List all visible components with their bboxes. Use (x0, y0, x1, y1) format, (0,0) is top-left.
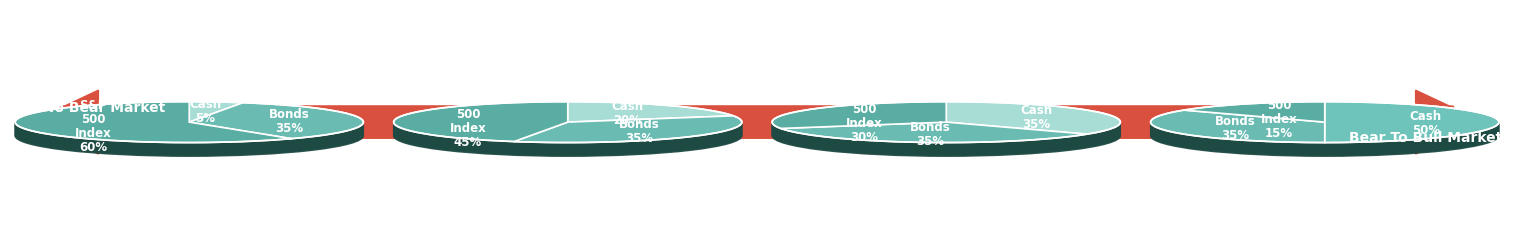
Text: Cash
35%: Cash 35% (1020, 104, 1052, 131)
Ellipse shape (1151, 115, 1499, 155)
Polygon shape (189, 102, 244, 123)
Text: Cash
50%: Cash 50% (1410, 109, 1441, 136)
Ellipse shape (15, 111, 363, 152)
Ellipse shape (1151, 109, 1499, 150)
Ellipse shape (15, 114, 363, 154)
Ellipse shape (772, 114, 1120, 154)
Ellipse shape (1151, 103, 1499, 144)
Ellipse shape (772, 103, 1120, 144)
Text: Bonds
35%: Bonds 35% (268, 107, 309, 134)
Ellipse shape (15, 106, 363, 146)
Ellipse shape (772, 109, 1120, 150)
Ellipse shape (1151, 116, 1499, 157)
Ellipse shape (394, 104, 742, 145)
Ellipse shape (772, 112, 1120, 153)
FancyArrow shape (30, 91, 1453, 154)
Text: S&P
500
Index
15%: S&P 500 Index 15% (1261, 85, 1297, 139)
Polygon shape (1184, 102, 1325, 123)
Text: Bull To Bear Market: Bull To Bear Market (12, 101, 165, 115)
Ellipse shape (15, 112, 363, 153)
Ellipse shape (1151, 110, 1499, 151)
Ellipse shape (394, 109, 742, 150)
FancyArrow shape (61, 91, 1484, 154)
Ellipse shape (394, 110, 742, 151)
Text: Bonds
35%: Bonds 35% (619, 118, 660, 144)
Ellipse shape (15, 107, 363, 148)
Ellipse shape (394, 112, 742, 153)
Ellipse shape (394, 106, 742, 146)
Polygon shape (15, 102, 292, 143)
Ellipse shape (1151, 114, 1499, 154)
Ellipse shape (772, 111, 1120, 152)
Ellipse shape (772, 108, 1120, 149)
Ellipse shape (15, 116, 363, 157)
Ellipse shape (394, 108, 742, 149)
Ellipse shape (394, 115, 742, 155)
Ellipse shape (15, 108, 363, 149)
Ellipse shape (394, 103, 742, 144)
Polygon shape (772, 102, 946, 129)
Ellipse shape (1151, 106, 1499, 146)
Ellipse shape (15, 110, 363, 151)
Ellipse shape (772, 110, 1120, 151)
Polygon shape (946, 102, 1120, 135)
Ellipse shape (772, 116, 1120, 157)
Text: S&P
500
Index
30%: S&P 500 Index 30% (846, 88, 883, 143)
Ellipse shape (772, 104, 1120, 145)
Ellipse shape (1151, 107, 1499, 148)
Ellipse shape (1151, 104, 1499, 145)
Ellipse shape (394, 111, 742, 152)
Ellipse shape (1151, 112, 1499, 153)
Polygon shape (513, 116, 742, 143)
Polygon shape (189, 103, 363, 139)
Text: Bonds
35%: Bonds 35% (910, 121, 951, 148)
Polygon shape (568, 102, 733, 123)
Ellipse shape (1151, 108, 1499, 149)
Ellipse shape (1151, 111, 1499, 152)
Polygon shape (394, 102, 568, 142)
Text: S&P
500
Index
60%: S&P 500 Index 60% (74, 99, 112, 154)
Ellipse shape (394, 114, 742, 154)
Ellipse shape (772, 107, 1120, 148)
Ellipse shape (15, 103, 363, 144)
Polygon shape (781, 123, 1087, 143)
Polygon shape (1325, 102, 1499, 143)
Ellipse shape (15, 109, 363, 150)
Text: Cash
20%: Cash 20% (612, 100, 643, 126)
Ellipse shape (15, 104, 363, 145)
Ellipse shape (15, 115, 363, 155)
Ellipse shape (394, 116, 742, 157)
Text: Bonds
35%: Bonds 35% (1214, 114, 1255, 141)
Polygon shape (1151, 111, 1325, 143)
Text: S&P
500
Index
45%: S&P 500 Index 45% (450, 93, 486, 148)
Text: Cash
5%: Cash 5% (189, 97, 221, 124)
Text: Bear To Bull Market: Bear To Bull Market (1349, 130, 1502, 144)
Ellipse shape (772, 115, 1120, 155)
Ellipse shape (394, 107, 742, 148)
Ellipse shape (772, 106, 1120, 146)
